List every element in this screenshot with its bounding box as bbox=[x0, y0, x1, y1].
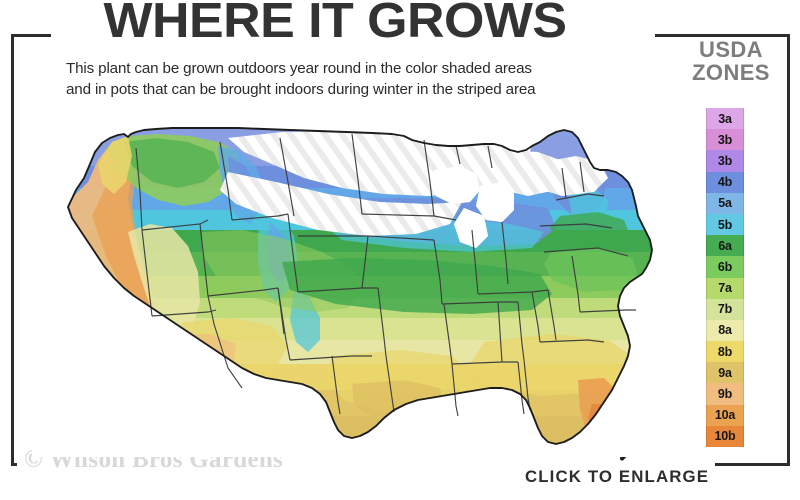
legend-heading: USDA ZONES bbox=[676, 38, 786, 84]
zone-swatch-10a-14: 10a bbox=[706, 404, 744, 426]
legend-heading-line-1: USDA bbox=[699, 37, 763, 62]
frame-border-top-right bbox=[655, 34, 790, 37]
description-line-2: and in pots that can be brought indoors … bbox=[66, 81, 536, 98]
zone-swatch-3b-1: 3b bbox=[706, 129, 744, 151]
zone-swatch-6b-7: 6b bbox=[706, 256, 744, 278]
frame-border-top-left bbox=[11, 34, 51, 37]
zone-swatch-9a-12: 9a bbox=[706, 362, 744, 384]
zone-swatch-5a-4: 5a bbox=[706, 192, 744, 214]
legend-heading-line-2: ZONES bbox=[692, 60, 770, 85]
frame-border-left bbox=[11, 34, 14, 466]
frame-border-right bbox=[787, 34, 790, 466]
zone-swatch-8b-11: 8b bbox=[706, 341, 744, 363]
zone-swatch-7b-9: 7b bbox=[706, 298, 744, 320]
zone-swatch-6a-6: 6a bbox=[706, 235, 744, 257]
zone-swatch-7a-8: 7a bbox=[706, 277, 744, 299]
description-line-1: This plant can be grown outdoors year ro… bbox=[66, 60, 532, 77]
zone-swatch-3a-0: 3a bbox=[706, 108, 744, 130]
zone-swatch-10b-15: 10b bbox=[706, 425, 744, 447]
description-text: This plant can be grown outdoors year ro… bbox=[66, 58, 626, 100]
zone-swatch-8a-10: 8a bbox=[706, 319, 744, 342]
click-to-enlarge-label[interactable]: CLICK TO ENLARGE bbox=[525, 468, 710, 486]
zone-swatch-5b-5: 5b bbox=[706, 213, 744, 236]
zone-swatch-3b-2: 3b bbox=[706, 150, 744, 172]
usda-hardiness-zone-map[interactable] bbox=[32, 112, 672, 457]
page-title: WHERE IT GROWS bbox=[103, 0, 567, 48]
frame-border-bottom-left bbox=[11, 463, 17, 466]
frame-border-bottom-right bbox=[715, 463, 790, 466]
zone-swatch-9b-13: 9b bbox=[706, 383, 744, 405]
zone-swatch-4b-3: 4b bbox=[706, 171, 744, 193]
usda-zone-legend: 3a 3b 3b 4b 5a 5b 6a 6b 7a 7b 8a 8b 9a 9b 10a 10b bbox=[706, 108, 744, 447]
